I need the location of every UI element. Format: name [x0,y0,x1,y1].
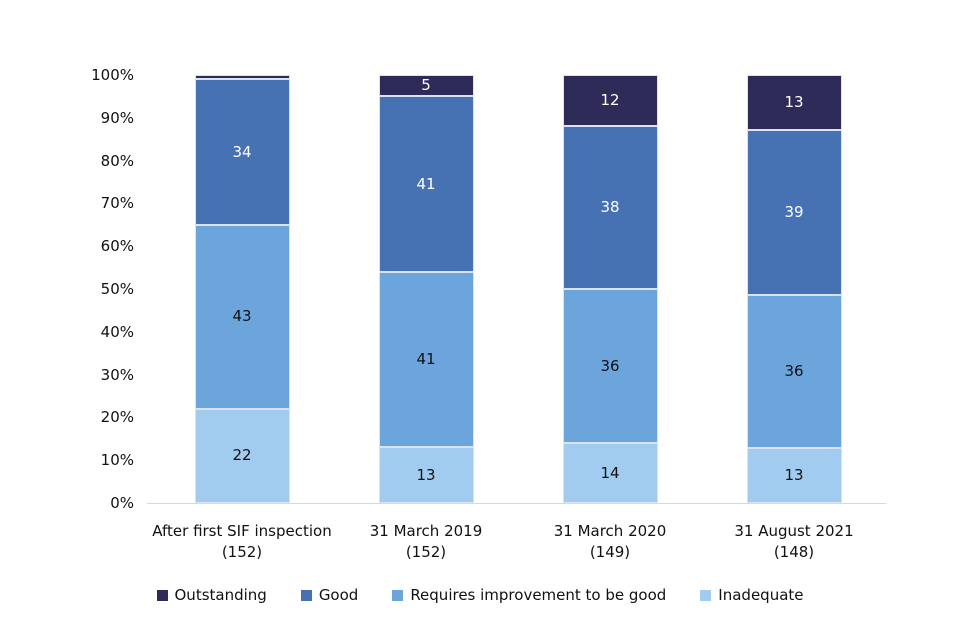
y-tick-label: 50% [100,280,134,298]
data-label: 13 [784,93,804,112]
bar-segment-requires-improvement-to-be-good-3: 36 [746,295,842,448]
category-name: 31 August 2021 [734,522,854,540]
y-tick-label: 60% [100,237,134,256]
data-label: 12 [600,91,620,110]
bar-segment-inadequate-2: 14 [562,443,658,503]
data-label: 34 [232,142,252,161]
x-axis-category-label: 31 August 2021 (148) [694,521,894,563]
x-axis-category-label: 31 March 2019 (152) [326,521,526,563]
data-label: 41 [416,174,436,193]
y-tick-label: 30% [100,365,134,384]
bar-segment-inadequate-3: 13 [746,447,842,503]
bar-segment-good-0: 34 [194,79,290,225]
legend-swatch-icon [700,589,712,601]
bar-segment-outstanding-3: 13 [746,75,842,131]
legend-label: Outstanding [174,586,267,604]
legend-label: Requires improvement to be good [410,586,667,604]
data-label: 5 [421,76,431,95]
x-axis-category-label: 31 March 2020 (149) [510,521,710,563]
legend-item-inadequate: Inadequate [700,586,804,604]
legend-label: Inadequate [718,586,804,604]
legend-item-requires-improvement-to-be-good: Requires improvement to be good [392,586,666,604]
y-tick-label: 70% [100,194,134,213]
bar-segment-requires-improvement-to-be-good-2: 36 [562,289,658,444]
data-label: 43 [232,307,252,326]
data-label: 13 [416,465,436,484]
data-label: 36 [600,356,620,375]
bar-segment-good-1: 41 [378,96,474,272]
bar-segment-inadequate-0: 22 [194,408,290,503]
y-tick-label: 0% [110,494,134,512]
bar-segment-outstanding-1: 5 [378,75,474,97]
x-axis-category-label: After first SIF inspection (152) [142,521,342,563]
category-count: (148) [773,543,815,561]
y-tick-label: 80% [100,151,134,170]
legend-item-outstanding: Outstanding [156,586,267,604]
data-label: 38 [600,198,620,217]
data-label: 41 [416,350,436,369]
legend: Outstanding Good Requires improvement to b… [0,585,960,605]
category-name: After first SIF inspection [152,522,332,540]
y-tick-label: 40% [100,322,134,341]
category-count: (149) [589,543,631,561]
bar-segment-requires-improvement-to-be-good-1: 41 [378,271,474,448]
legend-swatch-icon [392,589,404,601]
data-label: 22 [232,446,252,465]
bar-segment-inadequate-1: 13 [378,447,474,503]
data-label: 13 [784,465,804,484]
legend-item-good: Good [300,586,359,604]
category-name: 31 March 2020 [553,522,667,540]
data-label: 14 [600,463,620,482]
legend-label: Good [318,586,359,604]
bar-segment-good-3: 39 [746,130,842,296]
y-tick-label: 20% [100,408,134,427]
bar-segment-outstanding-0 [194,75,290,80]
data-label: 39 [784,203,804,222]
legend-swatch-icon [300,589,312,601]
bar-segment-requires-improvement-to-be-good-0: 43 [194,224,290,409]
bar-segment-good-2: 38 [562,126,658,289]
category-name: 31 March 2019 [369,522,483,540]
data-label: 36 [784,362,804,381]
x-axis-line [147,503,886,504]
legend-swatch-icon [156,589,168,601]
bar-segment-outstanding-2: 12 [562,75,658,127]
y-tick-label: 100% [91,66,134,84]
category-count: (152) [221,543,263,561]
y-tick-label: 10% [100,451,134,470]
y-tick-label: 90% [100,108,134,127]
category-count: (152) [405,543,447,561]
